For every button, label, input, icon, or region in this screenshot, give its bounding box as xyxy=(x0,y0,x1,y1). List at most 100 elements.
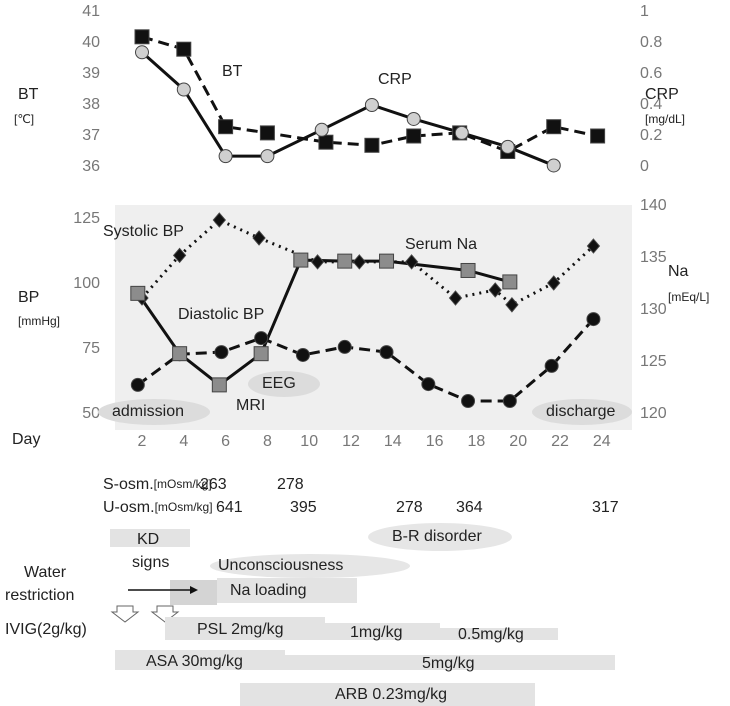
drug: 0.5mg/kg xyxy=(458,626,524,643)
marker xyxy=(218,149,233,164)
marker xyxy=(218,119,234,135)
event: Unconsciousness xyxy=(218,557,343,574)
marker xyxy=(253,346,269,362)
annotation: EEG xyxy=(262,375,296,392)
event: Water xyxy=(24,564,67,581)
y2-tick-label: 135 xyxy=(640,249,667,266)
drug: PSL 2mg/kg xyxy=(197,621,284,638)
asa-bar xyxy=(285,655,615,670)
y-axis-unit: [mmHg] xyxy=(18,314,60,328)
marker xyxy=(134,29,150,45)
psl-bar xyxy=(440,628,558,640)
x-tick-label: 4 xyxy=(179,433,188,450)
y-tick-label: 38 xyxy=(82,96,100,113)
marker xyxy=(214,345,229,360)
kd-bar xyxy=(110,529,190,547)
y2-tick-label: 125 xyxy=(640,353,667,370)
event: restriction xyxy=(5,587,74,604)
marker xyxy=(337,253,353,269)
label: S-osm. xyxy=(103,476,154,493)
marker xyxy=(337,339,352,354)
drug: 5mg/kg xyxy=(422,655,474,672)
marker xyxy=(448,290,463,306)
event: B-R disorder xyxy=(392,528,482,545)
x-tick-label: 14 xyxy=(384,433,402,450)
series-line xyxy=(141,51,555,167)
marker xyxy=(318,134,334,150)
marker xyxy=(212,212,226,228)
event: KD xyxy=(137,531,159,548)
annotation: MRI xyxy=(236,397,265,414)
y-axis-unit: [℃] xyxy=(14,112,34,126)
marker xyxy=(544,358,559,373)
marker xyxy=(364,98,379,112)
x-tick-label: 18 xyxy=(468,433,486,450)
marker xyxy=(546,158,561,173)
y2-tick-label: 0.8 xyxy=(640,34,662,51)
y-axis-label: BT xyxy=(18,86,39,103)
unit: [mOsm/kg] xyxy=(154,477,212,491)
value: 263 xyxy=(200,476,227,493)
annotation-ellipse xyxy=(98,399,210,425)
y2-axis-label: CRP xyxy=(645,86,679,103)
s-osm-label: S-osm.[mOsm/kg] xyxy=(103,476,212,493)
y-axis-label: BP xyxy=(18,289,39,306)
marker xyxy=(172,346,188,362)
unconscious-ellipse xyxy=(210,554,410,578)
x-tick-label: 12 xyxy=(342,433,360,450)
y-tick-label: 75 xyxy=(82,340,100,357)
marker xyxy=(590,128,606,144)
marker xyxy=(500,139,515,154)
series-label: BT xyxy=(222,63,243,80)
marker xyxy=(211,377,227,393)
y-tick-label: 50 xyxy=(82,405,100,422)
y-tick-label: 36 xyxy=(82,158,100,175)
y2-axis-unit: [mEq/L] xyxy=(668,290,709,304)
marker xyxy=(295,347,310,362)
marker xyxy=(454,125,469,140)
marker xyxy=(314,122,329,137)
plot-background xyxy=(115,205,632,430)
value: 395 xyxy=(290,499,317,516)
marker xyxy=(176,41,192,57)
y2-tick-label: 120 xyxy=(640,405,667,422)
marker xyxy=(293,252,309,268)
arb-bar xyxy=(240,683,535,706)
y2-tick-label: 0.2 xyxy=(640,127,662,144)
unit: [mOsm/kg] xyxy=(155,500,213,514)
value: 278 xyxy=(277,476,304,493)
ivig-arrow xyxy=(110,605,140,623)
x-tick-label: 8 xyxy=(263,433,272,450)
psl-bar xyxy=(325,623,440,640)
y2-axis-label: Na xyxy=(668,263,689,280)
marker xyxy=(546,119,562,135)
series-label: Diastolic BP xyxy=(178,306,264,323)
x-axis-label: Day xyxy=(12,431,40,448)
marker xyxy=(130,377,145,392)
marker xyxy=(460,262,476,278)
annotation-ellipse xyxy=(532,399,632,425)
x-tick-label: 6 xyxy=(221,433,230,450)
marker xyxy=(406,111,421,126)
marker xyxy=(379,253,395,269)
event: Na loading xyxy=(230,582,307,599)
marker xyxy=(404,254,419,270)
marker xyxy=(252,230,266,246)
y2-tick-label: 1 xyxy=(640,3,649,20)
marker xyxy=(259,125,275,141)
y2-tick-label: 140 xyxy=(640,197,667,214)
y-tick-label: 100 xyxy=(73,275,100,292)
drug: ASA 30mg/kg xyxy=(146,653,243,670)
br-ellipse xyxy=(368,523,512,551)
x-tick-label: 22 xyxy=(551,433,569,450)
x-tick-label: 16 xyxy=(426,433,444,450)
value: 641 xyxy=(216,499,243,516)
marker xyxy=(488,282,502,298)
drug: 1mg/kg xyxy=(350,624,402,641)
marker xyxy=(310,254,325,270)
y2-tick-label: 0.6 xyxy=(640,65,662,82)
y-tick-label: 39 xyxy=(82,65,100,82)
value: 317 xyxy=(592,499,619,516)
series-label: CRP xyxy=(378,71,412,88)
series-label: Serum Na xyxy=(405,236,477,253)
